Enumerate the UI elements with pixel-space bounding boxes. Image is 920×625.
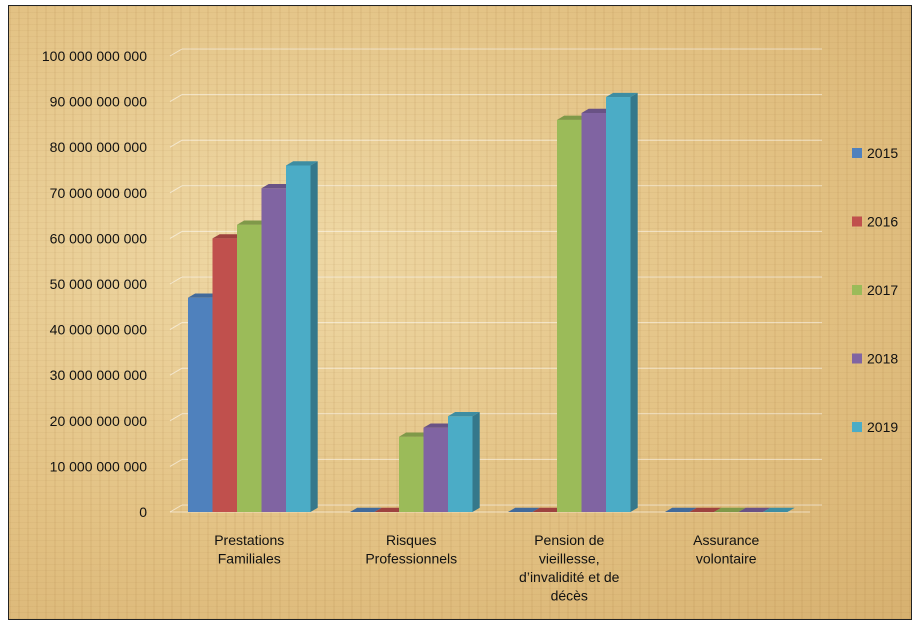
chart-area (8, 5, 912, 620)
x-tick-label: décès (551, 588, 588, 604)
legend-swatch-2015 (852, 148, 862, 158)
bar-2015-top (508, 507, 540, 512)
bar-2019-side (310, 161, 318, 513)
y-tick-label: 50 000 000 000 (50, 276, 148, 292)
x-tick-label: Pension de (534, 532, 604, 548)
bar-2018-top (738, 507, 771, 512)
y-tick-label: 0 (139, 504, 147, 520)
gridline-depth (169, 139, 183, 148)
gridline-depth (169, 504, 183, 513)
bar-2017-front (557, 119, 582, 512)
bar-2018-top (423, 423, 456, 428)
bar-2017-top (714, 507, 746, 512)
bar-2018-front (581, 113, 606, 512)
gridline-depth (169, 322, 183, 331)
bar-2018-top (581, 108, 614, 113)
bar-2017-front (237, 224, 262, 512)
bar-2015-top (665, 507, 697, 512)
legend-swatch-2019 (852, 422, 862, 432)
bar-2019-front (448, 416, 473, 512)
bar-2016-top (374, 507, 407, 512)
gridline-depth (169, 413, 183, 422)
x-tick-label: volontaire (696, 551, 757, 567)
gridline-depth (169, 458, 183, 467)
y-tick-label: 30 000 000 000 (50, 367, 148, 383)
bar-2018-top (261, 184, 294, 189)
legend-swatch-2017 (852, 285, 862, 295)
y-tick-label: 40 000 000 000 (50, 322, 148, 338)
legend-swatch-2016 (852, 216, 862, 227)
bar-2019-top (286, 161, 318, 166)
legend-label-2019: 2019 (867, 419, 898, 435)
bar-2016-top (532, 507, 565, 512)
y-tick-label: 100 000 000 000 (42, 48, 147, 64)
legend-label-2017: 2017 (867, 282, 898, 298)
legend-label-2016: 2016 (867, 214, 898, 230)
x-tick-label: Risques (386, 532, 437, 548)
x-tick-label: d’invalidité et de (519, 569, 620, 585)
bar-2017-top (557, 115, 589, 120)
x-tick-label: vieillesse, (539, 551, 600, 567)
y-tick-label: 20 000 000 000 (50, 413, 148, 429)
y-tick-label: 70 000 000 000 (50, 185, 148, 201)
legend-label-2018: 2018 (867, 351, 898, 367)
bar-2019-front (606, 97, 631, 512)
bar-2015-front (188, 297, 213, 512)
gridline-depth (169, 276, 183, 285)
y-tick-label: 60 000 000 000 (50, 230, 148, 246)
bar-2016-top (212, 234, 245, 239)
bar-2018-front (261, 188, 286, 513)
bar-2019-side (630, 92, 638, 512)
x-tick-label: Assurance (693, 532, 759, 548)
bar-2019-top (763, 507, 795, 512)
x-tick-label: Prestations (214, 532, 284, 548)
gridline-depth (169, 185, 183, 194)
legend-label-2015: 2015 (867, 145, 898, 161)
gridline-depth (169, 48, 183, 57)
bar-2019-front (286, 165, 311, 512)
bar-2017-top (399, 432, 431, 437)
legend-swatch-2018 (852, 353, 862, 364)
bar-2015-top (188, 293, 220, 298)
bar-2016-front (212, 238, 237, 512)
y-tick-label: 90 000 000 000 (50, 94, 148, 110)
bar-2017-front (399, 436, 424, 512)
bar-2016-top (689, 507, 722, 512)
bar-2019-top (448, 412, 480, 417)
bar-2019-side (472, 412, 480, 512)
y-tick-label: 10 000 000 000 (50, 458, 148, 474)
x-tick-label: Familiales (218, 551, 281, 567)
y-tick-label: 80 000 000 000 (50, 139, 148, 155)
bar-2017-top (237, 220, 269, 225)
gridline-depth (169, 94, 183, 103)
gridline-depth (169, 367, 183, 376)
bar-2018-front (423, 427, 448, 512)
x-tick-label: Professionnels (365, 551, 457, 567)
bar-2019-top (606, 92, 638, 98)
bar-2015-top (350, 507, 382, 512)
gridline-depth (169, 230, 183, 239)
